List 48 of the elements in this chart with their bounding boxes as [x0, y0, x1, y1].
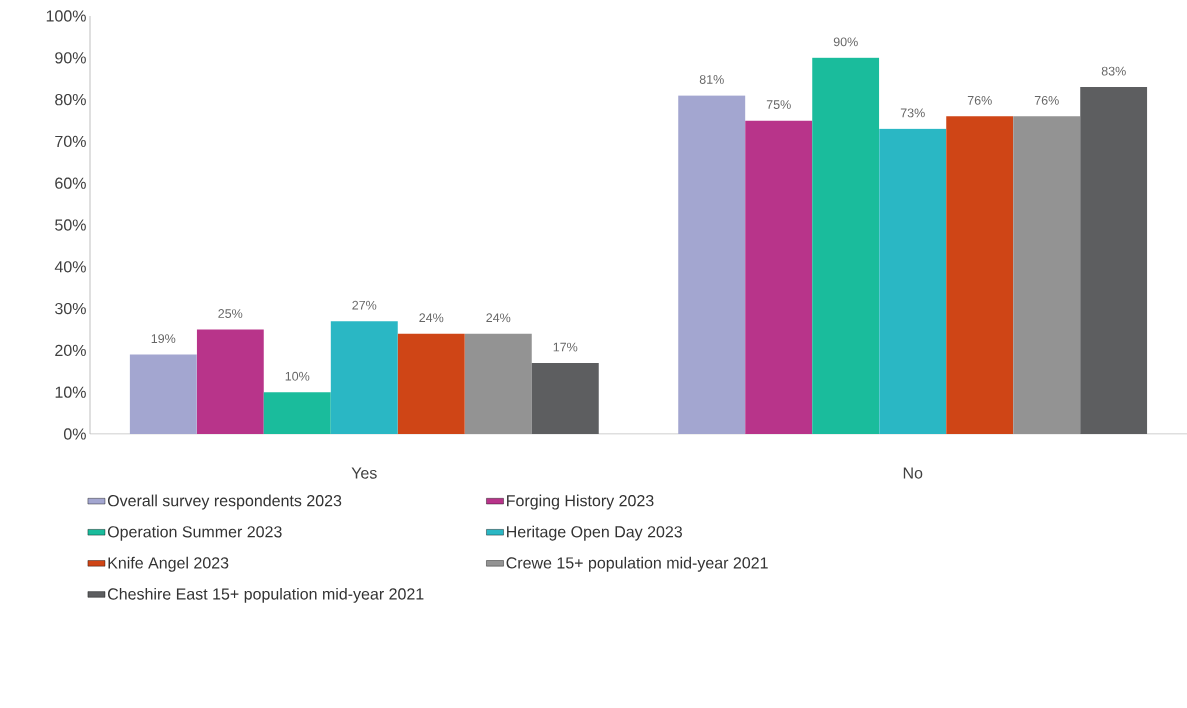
y-tick-label: 80%: [55, 93, 86, 106]
bar: [196, 329, 264, 434]
x-tick-label: Yes: [351, 467, 377, 479]
y-tick-label: 40%: [54, 261, 86, 273]
data-label: 90%: [833, 37, 858, 47]
x-tick-label: No: [903, 467, 923, 479]
y-tick-label: 30%: [55, 302, 86, 315]
data-label: 19%: [151, 334, 176, 344]
data-label: 25%: [218, 309, 243, 318]
bar: [879, 128, 947, 434]
bar: [745, 120, 813, 434]
y-tick-label: 60%: [55, 177, 86, 189]
data-label: 75%: [766, 100, 791, 109]
legend-label: Crewe 15+ population mid-year 2021: [506, 556, 768, 572]
data-label: 76%: [1034, 95, 1059, 105]
bar: [464, 333, 532, 434]
bar: [129, 354, 197, 434]
data-label: 24%: [486, 313, 511, 323]
bar: [531, 362, 599, 434]
bar: [1013, 116, 1081, 434]
bar: [812, 57, 880, 434]
legend-label: Heritage Open Day 2023: [507, 525, 682, 541]
data-label: 73%: [900, 108, 925, 118]
data-label: 24%: [419, 313, 444, 323]
y-tick-label: 90%: [55, 52, 86, 64]
data-label: 76%: [967, 95, 992, 105]
legend-label: Knife Angel 2023: [108, 556, 229, 572]
y-tick-label: 0%: [63, 428, 86, 440]
data-label: 81%: [699, 75, 724, 84]
data-label: 27%: [352, 300, 377, 310]
bar: [330, 321, 398, 434]
legend-label: Overall survey respondents 2023: [107, 494, 342, 510]
y-tick-label: 50%: [55, 219, 86, 231]
legend-label: Cheshire East 15+ population mid-year 2021: [108, 587, 424, 603]
bar: [263, 392, 331, 434]
bar: [397, 333, 465, 434]
bar: [1080, 87, 1148, 434]
y-tick-label: 100%: [46, 10, 86, 22]
legend-label: Operation Summer 2023: [107, 525, 282, 541]
data-label: 10%: [285, 371, 310, 381]
data-label: 17%: [553, 342, 578, 352]
y-tick-label: 20%: [55, 344, 86, 357]
legend-label: Forging History 2023: [507, 494, 654, 510]
bar: [946, 116, 1014, 434]
y-tick-label: 70%: [55, 135, 86, 148]
bar: [678, 95, 746, 434]
data-label: 83%: [1101, 66, 1126, 76]
y-tick-label: 10%: [55, 386, 86, 398]
